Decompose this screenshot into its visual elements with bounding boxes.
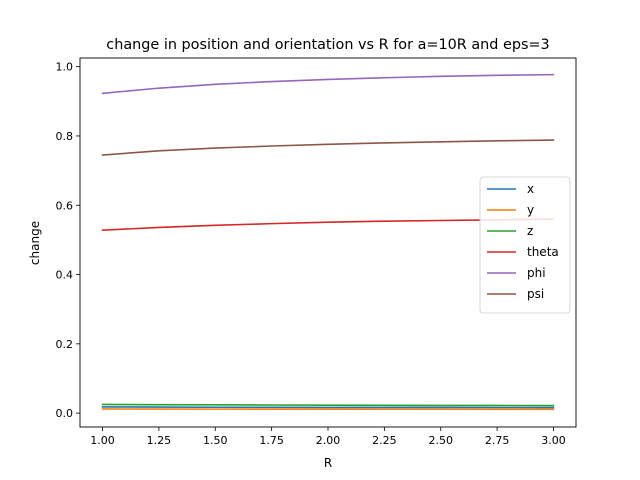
y-tick-label: 1.0 xyxy=(56,61,74,74)
legend-label-z: z xyxy=(527,224,533,238)
series-line-phi xyxy=(101,73,555,95)
x-tick-label: 2.25 xyxy=(372,434,397,447)
legend-box xyxy=(479,176,571,314)
y-tick-label: 0.0 xyxy=(56,407,74,420)
legend-label-phi: phi xyxy=(527,266,546,280)
legend-label-theta: theta xyxy=(527,245,559,259)
x-tick-label: 1.00 xyxy=(90,434,115,447)
x-tick-label: 1.25 xyxy=(147,434,172,447)
x-tick-label: 1.75 xyxy=(259,434,284,447)
x-tick-label: 2.50 xyxy=(428,434,453,447)
x-axis-label: R xyxy=(324,456,332,470)
legend-label-psi: psi xyxy=(527,287,544,301)
chart-title: change in position and orientation vs R … xyxy=(106,37,549,53)
x-tick-label: 2.00 xyxy=(316,434,341,447)
x-axis-ticks: 1.00 1.25 1.50 1.75 2.00 2.25 2.50 2.75 3.00 xyxy=(90,427,566,447)
legend: xyz theta phi psi xyxy=(479,176,571,314)
series-line-psi xyxy=(101,139,555,156)
legend-label-x: x xyxy=(527,182,534,196)
y-axis-ticks: 0.0 0.2 0.4 0.6 0.8 1.0 xyxy=(56,61,80,420)
x-tick-label: 2.75 xyxy=(485,434,510,447)
y-tick-label: 0.8 xyxy=(56,130,74,143)
y-tick-label: 0.4 xyxy=(56,269,74,282)
series-line-z xyxy=(101,403,555,407)
series-line-x xyxy=(101,406,555,409)
y-axis-label: change xyxy=(28,221,42,265)
y-tick-label: 0.6 xyxy=(56,199,74,212)
legend-label-y: y xyxy=(527,203,534,217)
x-tick-label: 3.00 xyxy=(541,434,566,447)
x-tick-label: 1.50 xyxy=(203,434,228,447)
series-line-theta xyxy=(101,218,555,232)
y-tick-label: 0.2 xyxy=(56,338,74,351)
